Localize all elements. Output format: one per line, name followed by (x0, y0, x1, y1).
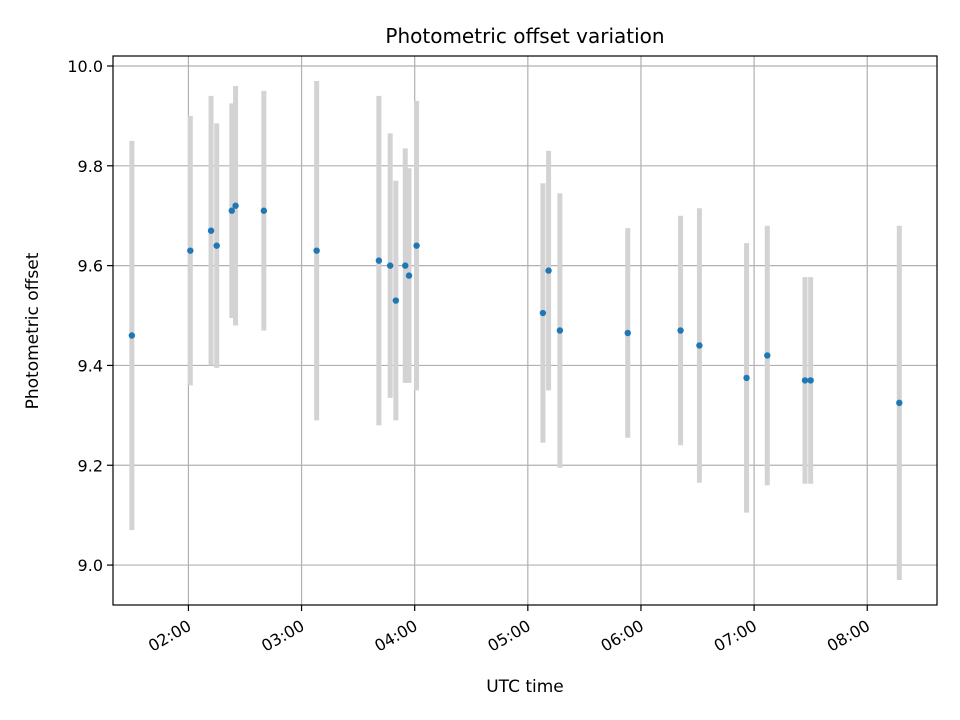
data-point (801, 377, 809, 384)
data-point (386, 262, 394, 269)
data-point (260, 207, 268, 214)
y-tick-label: 9.2 (78, 456, 103, 475)
data-point (228, 207, 235, 214)
y-tick-label: 9.0 (78, 556, 103, 575)
data-point (128, 332, 136, 339)
chart-title: Photometric offset variation (385, 24, 664, 48)
y-tick-label: 10.0 (67, 57, 103, 76)
data-point (807, 377, 814, 384)
data-point (539, 309, 547, 317)
data-point (375, 257, 383, 264)
data-point (413, 242, 420, 249)
data-point (545, 267, 552, 274)
plot-frame (112, 55, 938, 606)
data-point (696, 342, 703, 349)
grid-lines (113, 56, 937, 605)
data-point (743, 374, 750, 382)
data-point (677, 327, 684, 334)
data-point (232, 202, 239, 209)
data-point (405, 272, 413, 279)
data-points (128, 202, 903, 407)
y-tick-label: 9.4 (78, 356, 103, 375)
y-tick-label: 9.6 (78, 257, 103, 276)
data-point (207, 227, 215, 234)
x-axis-title: UTC time (486, 677, 564, 697)
data-point (764, 352, 771, 359)
data-point (556, 327, 564, 334)
y-axis-ticks: 9.0 9.2 9.4 9.6 9.8 10.0 (67, 57, 113, 575)
data-point (213, 242, 220, 249)
y-axis-title: Photometric offset (23, 252, 43, 409)
data-point (392, 297, 400, 304)
data-point (402, 262, 409, 269)
y-tick-label: 9.8 (78, 157, 103, 176)
data-point (187, 247, 194, 254)
data-point (313, 247, 320, 254)
data-point (896, 399, 903, 407)
data-point (624, 329, 631, 337)
